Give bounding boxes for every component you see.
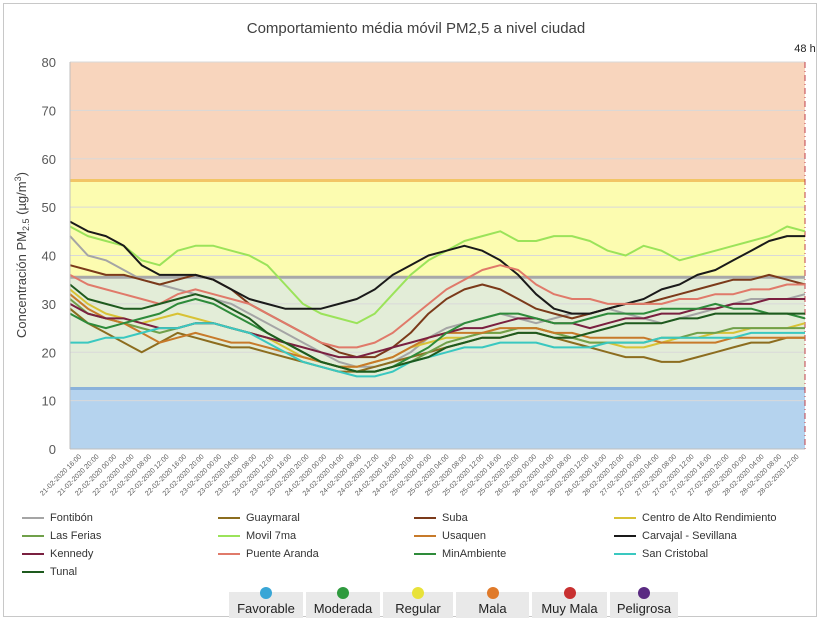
category-dot bbox=[337, 586, 349, 599]
series-line-guaymaral bbox=[69, 307, 805, 373]
y-tick-label: 10 bbox=[42, 394, 56, 409]
legend-label: Guaymaral bbox=[246, 512, 300, 524]
quality-bands bbox=[70, 62, 805, 449]
y-tick-label: 30 bbox=[42, 297, 56, 312]
legend-item: Movil 7ma bbox=[218, 530, 296, 542]
legend-swatch bbox=[22, 571, 44, 573]
legend-label: MinAmbiente bbox=[442, 548, 507, 560]
category-mala: Mala bbox=[456, 586, 529, 618]
band-favorable bbox=[70, 388, 805, 449]
legend-swatch bbox=[614, 535, 636, 537]
legend-swatch bbox=[614, 553, 636, 555]
y-axis-label-sup: 3 bbox=[13, 176, 23, 181]
y-tick-label: 40 bbox=[42, 249, 56, 264]
time-markers: 48 h24 h bbox=[794, 43, 816, 449]
legend-item: Carvajal - Sevillana bbox=[614, 530, 737, 542]
legend-swatch bbox=[414, 535, 436, 537]
legend-item: San Cristobal bbox=[614, 548, 708, 560]
legend-item: Guaymaral bbox=[218, 512, 300, 524]
category-label: Peligrosa bbox=[616, 600, 672, 616]
legend-swatch bbox=[22, 553, 44, 555]
category-muy-mala: Muy Mala bbox=[532, 586, 607, 618]
legend-label: Usaquen bbox=[442, 530, 487, 542]
series-line-carvajal-sevillana bbox=[69, 220, 805, 315]
legend-item: Tunal bbox=[22, 566, 77, 578]
legend-label: Las Ferias bbox=[50, 530, 102, 542]
category-favorable: Favorable bbox=[229, 586, 303, 618]
y-axis: 0 10 20 30 40 50 60 70 80 bbox=[42, 55, 71, 457]
legend-item: MinAmbiente bbox=[414, 548, 506, 560]
category-label: Muy Mala bbox=[541, 600, 598, 616]
legend-swatch bbox=[414, 517, 436, 519]
legend-swatch bbox=[22, 517, 44, 519]
category-label: Regular bbox=[395, 600, 441, 616]
category-label: Favorable bbox=[237, 600, 295, 616]
category-dot bbox=[260, 586, 272, 599]
y-axis-label: Concentración PM2.5 (µg/m3) bbox=[13, 172, 31, 338]
legend-label: San Cristobal bbox=[642, 548, 709, 560]
series-line-movil-7ma bbox=[69, 225, 806, 325]
y-axis-label-sub: 2.5 bbox=[21, 219, 31, 232]
legend-label: Fontibón bbox=[50, 512, 93, 524]
category-dot bbox=[412, 586, 424, 599]
series-line-tunal bbox=[69, 283, 805, 373]
legend-item: Fontibón bbox=[22, 512, 93, 524]
category-regular: Regular bbox=[383, 586, 453, 618]
y-tick-label: 0 bbox=[49, 442, 56, 457]
pm25-line-chart: Comportamiento média móvil PM2,5 a nivel… bbox=[13, 20, 816, 498]
category-peligrosa: Peligrosa bbox=[610, 586, 678, 618]
y-tick-label: 20 bbox=[42, 345, 56, 360]
category-label: Mala bbox=[478, 600, 507, 616]
y-tick-label: 50 bbox=[42, 200, 56, 215]
band-mala bbox=[70, 62, 805, 181]
legend-swatch bbox=[218, 535, 240, 537]
series-lines bbox=[69, 220, 806, 378]
band-regular bbox=[70, 180, 805, 278]
series-line-san-cristobal bbox=[70, 322, 805, 378]
y-axis-label-open: (µg/m bbox=[14, 181, 29, 218]
legend-swatch bbox=[218, 517, 240, 519]
category-dot bbox=[486, 586, 499, 599]
legend-item: Las Ferias bbox=[22, 530, 101, 542]
category-label: Moderada bbox=[313, 600, 373, 616]
series-line-minambiente bbox=[69, 298, 806, 373]
legend-item: Centro de Alto Rendimiento bbox=[614, 512, 777, 524]
y-axis-label-main: Concentración PM bbox=[14, 231, 29, 338]
legend-label: Movil 7ma bbox=[246, 530, 297, 542]
legend-label: Kennedy bbox=[50, 548, 94, 560]
marker-label: 48 h bbox=[794, 43, 815, 55]
y-axis-label-close: ) bbox=[14, 172, 29, 176]
legend-swatch bbox=[414, 553, 436, 555]
legend-label: Centro de Alto Rendimiento bbox=[642, 512, 777, 524]
series-line-puente-aranda bbox=[69, 264, 805, 349]
legend-item: Usaquen bbox=[414, 530, 486, 542]
legend-item: Suba bbox=[414, 512, 468, 524]
category-dot bbox=[563, 586, 576, 599]
y-tick-label: 60 bbox=[42, 152, 56, 167]
category-moderada: Moderada bbox=[306, 586, 380, 618]
legend-item: Puente Aranda bbox=[218, 548, 319, 560]
category-dot bbox=[638, 586, 650, 599]
legend-swatch bbox=[218, 553, 240, 555]
legend-swatch bbox=[614, 517, 636, 519]
y-tick-label: 70 bbox=[42, 103, 56, 118]
y-tick-label: 80 bbox=[42, 55, 56, 70]
legend-item: Kennedy bbox=[22, 548, 93, 560]
legend-swatch bbox=[22, 535, 44, 537]
legend-label: Suba bbox=[442, 512, 468, 524]
legend-label: Carvajal - Sevillana bbox=[642, 530, 737, 542]
chart-title: Comportamiento média móvil PM2,5 a nivel… bbox=[247, 20, 586, 37]
legend-label: Tunal bbox=[50, 566, 78, 578]
legend-label: Puente Aranda bbox=[246, 548, 319, 560]
